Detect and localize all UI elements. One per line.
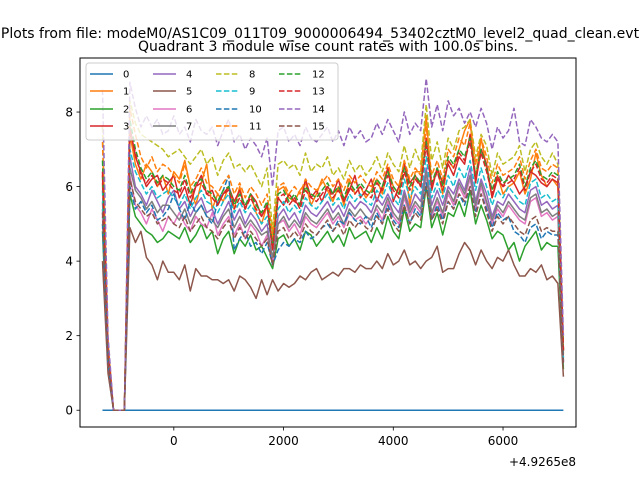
- legend-label-12: 12: [312, 70, 325, 81]
- legend-frame: [85, 62, 339, 141]
- series-line-11: [101, 107, 565, 411]
- legend-label-11: 11: [249, 122, 262, 133]
- legend-label-15: 15: [312, 122, 325, 133]
- y-tick-label: 0: [65, 404, 73, 418]
- x-tick-label: 0: [170, 434, 178, 448]
- series-line-8: [101, 100, 565, 411]
- legend-label-6: 6: [186, 105, 192, 116]
- x-axis: 0 2000 4000 6000: [170, 427, 518, 448]
- series-line-2: [101, 185, 565, 411]
- legend-label-5: 5: [186, 87, 192, 98]
- x-tick-label: 2000: [268, 434, 299, 448]
- legend-label-13: 13: [312, 87, 325, 98]
- series-line-12: [101, 118, 565, 411]
- series-line-9: [101, 148, 565, 411]
- y-tick-label: 4: [65, 255, 73, 269]
- x-offset-label: +4.9265e8: [509, 455, 576, 469]
- figure-suptitle: Plots from file: modeM0/AS1C09_011T09_90…: [1, 26, 640, 42]
- legend-label-1: 1: [123, 87, 129, 98]
- series-line-3: [101, 126, 565, 411]
- x-tick-label: 4000: [378, 434, 409, 448]
- legend-label-7: 7: [186, 122, 192, 133]
- legend-label-9: 9: [249, 87, 255, 98]
- series-line-7: [101, 167, 565, 411]
- y-axis: 0 2 4 6 8: [65, 106, 80, 418]
- y-tick-label: 8: [65, 106, 73, 120]
- legend-label-8: 8: [249, 70, 255, 81]
- series-line-15: [101, 178, 565, 411]
- series-line-5: [101, 226, 565, 411]
- legend-label-2: 2: [123, 105, 129, 116]
- plot-area: [79, 57, 577, 428]
- series-line-14: [101, 77, 565, 411]
- chart-title: Quadrant 3 module wise count rates with …: [138, 39, 518, 55]
- series-line-6: [101, 174, 565, 411]
- legend-label-3: 3: [123, 122, 129, 133]
- axes-frame: [79, 57, 577, 428]
- legend-label-14: 14: [312, 105, 325, 116]
- series-layer: [101, 77, 565, 411]
- legend-label-4: 4: [186, 70, 192, 81]
- legend-label-10: 10: [249, 105, 262, 116]
- y-tick-label: 2: [65, 329, 73, 343]
- legend-label-0: 0: [123, 70, 129, 81]
- x-tick-label: 6000: [488, 434, 519, 448]
- y-tick-label: 6: [65, 180, 73, 194]
- series-line-13: [101, 129, 565, 411]
